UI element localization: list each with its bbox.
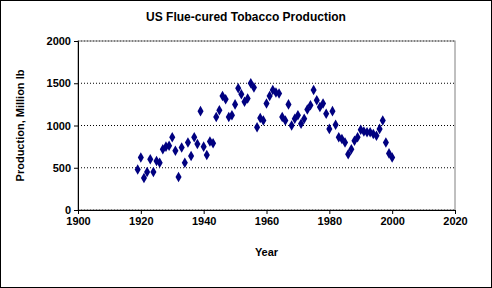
tick-mark: [141, 210, 142, 214]
grid-line: [78, 125, 455, 126]
point: [323, 108, 329, 119]
tick: 1960: [255, 210, 279, 227]
tick-label: 1980: [318, 215, 342, 227]
tick: 2000: [380, 210, 404, 227]
point: [389, 152, 395, 163]
tick-mark: [74, 126, 78, 127]
tick-label: 0: [65, 204, 71, 216]
axis-line: [79, 211, 456, 215]
grid-line: [78, 83, 455, 84]
x-axis: 1900 1920 1940 1960 1980 2000 2020: [66, 210, 467, 227]
tick-label: 1940: [192, 215, 216, 227]
point: [172, 146, 178, 157]
point: [182, 157, 188, 168]
point: [251, 82, 257, 93]
point: [135, 164, 141, 175]
y-axis: 0 500 1000 1500 2000: [47, 35, 79, 216]
grid-line: [78, 167, 455, 168]
tick: 2020: [443, 210, 467, 227]
chart: 1900 1920 1940 1960 1980 2000 2020 0 500 1000 1500…: [0, 0, 492, 288]
point: [260, 115, 266, 126]
tick-mark: [392, 210, 393, 214]
point: [138, 152, 144, 163]
tick: 1940: [192, 210, 216, 227]
point: [307, 100, 313, 111]
point: [179, 142, 185, 153]
tick: 1920: [129, 210, 153, 227]
point: [383, 137, 389, 148]
point: [166, 141, 172, 152]
tick: 1980: [318, 210, 342, 227]
tick-label: 1500: [47, 77, 71, 89]
chart-frame: [1, 1, 492, 288]
tick: 1000: [47, 120, 78, 132]
x-axis-title: Year: [255, 246, 279, 258]
tick-mark: [74, 83, 78, 84]
point: [348, 144, 354, 155]
point: [150, 167, 156, 178]
point: [157, 157, 163, 168]
tick-label: 2020: [443, 215, 467, 227]
tick: 2000: [47, 35, 78, 47]
point: [229, 110, 235, 121]
point: [201, 141, 207, 152]
point: [197, 106, 203, 117]
tick-label: 1960: [255, 215, 279, 227]
title: US Flue-cured Tobacco Production: [146, 10, 346, 24]
point: [311, 85, 317, 96]
tick-label: 1900: [66, 215, 90, 227]
point: [169, 132, 175, 143]
point: [216, 105, 222, 116]
point: [282, 115, 288, 126]
tick-mark: [74, 41, 78, 42]
point: [185, 137, 191, 148]
point: [329, 106, 335, 117]
tick-label: 2000: [380, 215, 404, 227]
axis-line: [74, 42, 79, 211]
points: [135, 78, 396, 183]
point: [355, 132, 361, 143]
point: [144, 167, 150, 178]
point: [238, 89, 244, 100]
point: [295, 110, 301, 121]
tick-mark: [329, 210, 330, 214]
point: [188, 151, 194, 162]
tick: 500: [53, 162, 78, 174]
tick-mark: [74, 210, 78, 211]
point: [301, 113, 307, 124]
tick-mark: [455, 210, 456, 214]
point: [263, 98, 269, 109]
point: [380, 115, 386, 126]
point: [232, 99, 238, 110]
point: [210, 138, 216, 149]
tick-mark: [267, 210, 268, 214]
y-axis-title: Production, Million lb: [14, 69, 26, 181]
point: [377, 124, 383, 135]
tick-mark: [74, 168, 78, 169]
point: [147, 154, 153, 165]
point: [342, 137, 348, 148]
point: [320, 98, 326, 109]
point: [326, 124, 332, 135]
tick-label: 2000: [47, 35, 71, 47]
point: [223, 94, 229, 105]
point: [175, 172, 181, 183]
point: [245, 93, 251, 104]
point: [333, 119, 339, 130]
tick-label: 500: [53, 162, 71, 174]
grid: [78, 41, 455, 210]
point: [276, 88, 282, 99]
point: [194, 139, 200, 150]
point: [254, 122, 260, 133]
tick-mark: [204, 210, 205, 214]
tick-label: 1920: [129, 215, 153, 227]
plot-frame: [78, 41, 455, 210]
tick: 1500: [47, 77, 78, 89]
point: [285, 99, 291, 110]
tick-label: 1000: [47, 120, 71, 132]
tick: 0: [65, 204, 78, 216]
point: [204, 150, 210, 161]
